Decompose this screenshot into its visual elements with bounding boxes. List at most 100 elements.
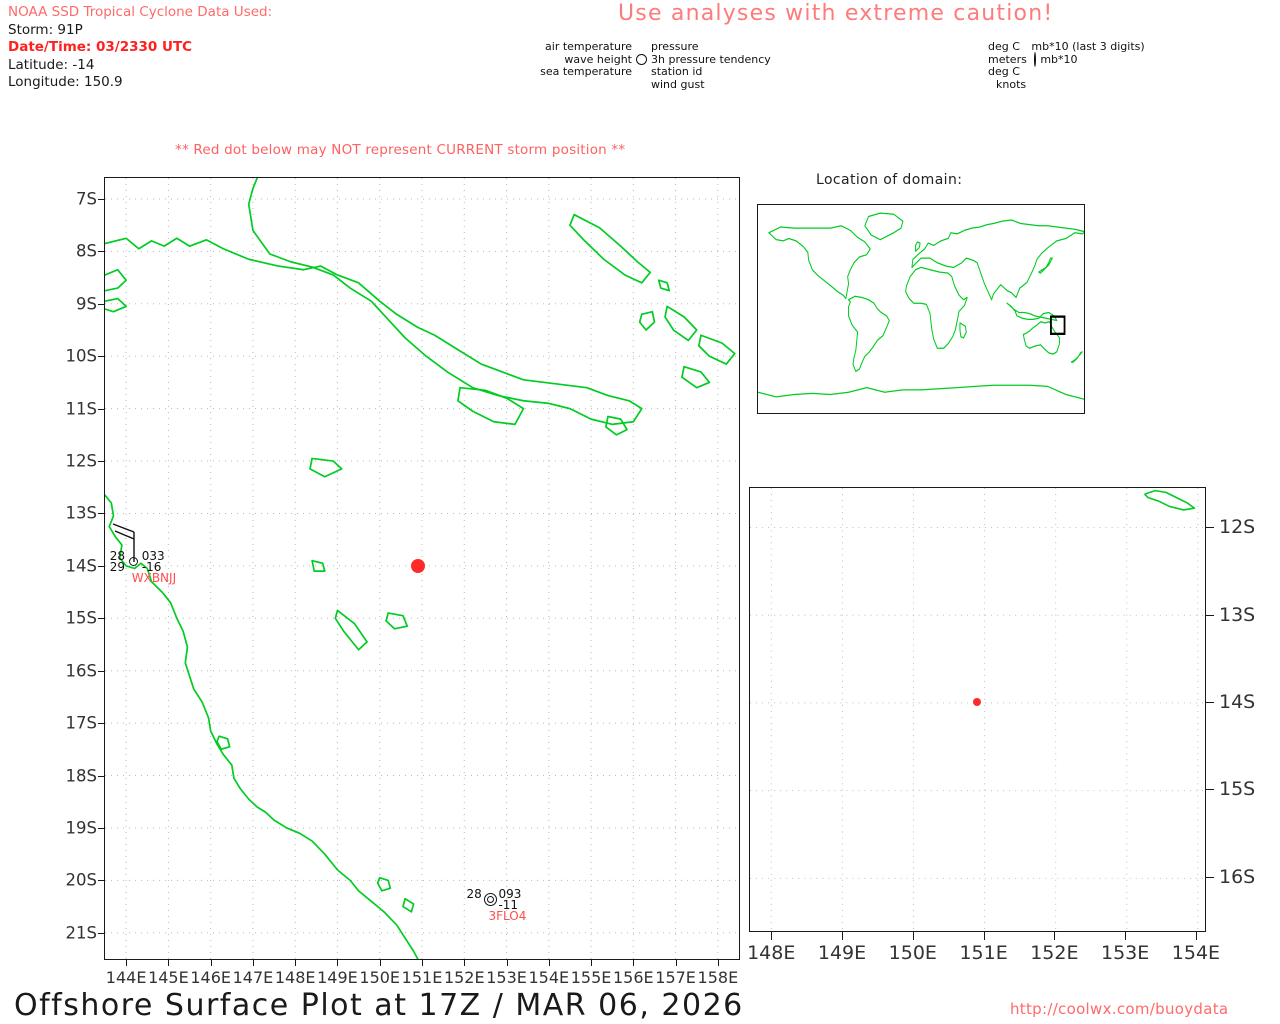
inset-title: Location of domain: bbox=[816, 172, 963, 188]
x-tick bbox=[983, 931, 985, 940]
station-circle-icon bbox=[483, 893, 497, 907]
x-tick-label: 149E bbox=[817, 942, 867, 964]
y-tick bbox=[98, 565, 105, 567]
x-tick-label: 158E bbox=[697, 968, 739, 987]
y-tick-label: 12S bbox=[1219, 516, 1256, 539]
y-tick-label: 15S bbox=[65, 608, 97, 628]
legend-row: air temperature pressure bbox=[520, 40, 771, 54]
x-tick bbox=[252, 959, 254, 966]
station-pressure-tendency: -16 bbox=[141, 559, 162, 574]
x-tick bbox=[912, 931, 914, 940]
legend-right-label: station id bbox=[651, 65, 703, 79]
station-model-legend: air temperature pressure wave height 3h … bbox=[520, 40, 771, 92]
x-tick bbox=[675, 959, 677, 966]
station-circle-icon bbox=[636, 54, 647, 66]
y-tick-label: 16S bbox=[1219, 865, 1256, 888]
x-tick bbox=[591, 959, 593, 966]
x-tick-label: 148E bbox=[747, 942, 796, 964]
y-tick bbox=[98, 461, 105, 463]
world-coastlines bbox=[758, 212, 1084, 400]
main-map-coastlines bbox=[105, 178, 736, 959]
x-tick bbox=[422, 959, 423, 966]
legend-right-label: 3h pressure tendency bbox=[651, 52, 771, 66]
y-tick-label: 20S bbox=[65, 870, 97, 890]
main-map-panel[interactable]: 7S 8S 9S 10S 11S 12S 13S 14S 15S 16S 17S 18S 19S 20S 2… bbox=[66, 177, 740, 987]
x-tick bbox=[717, 959, 719, 966]
legend-row: sea temperature station id bbox=[520, 66, 771, 79]
source-url: http://coolwx.com/buoydata bbox=[1010, 1000, 1229, 1018]
x-tick-label: 152E bbox=[443, 968, 485, 987]
x-tick bbox=[126, 959, 128, 966]
station-sea-temperature: 29 bbox=[109, 559, 126, 574]
storm-position-marker[interactable] bbox=[972, 697, 981, 706]
y-tick bbox=[98, 251, 105, 253]
y-tick bbox=[98, 723, 105, 725]
x-tick-label: 145E bbox=[148, 968, 189, 987]
x-tick-label: 150E bbox=[888, 942, 937, 964]
y-tick bbox=[1205, 789, 1214, 791]
main-map-gridlines bbox=[105, 178, 739, 959]
legend-units-row: deg C bbox=[988, 65, 1145, 79]
x-tick bbox=[464, 959, 466, 966]
latitude-label: Latitude: -14 bbox=[8, 56, 95, 73]
noaa-source-line: NOAA SSD Tropical Cyclone Data Used: bbox=[8, 4, 273, 20]
storm-position-notice: ** Red dot below may NOT represent CURRE… bbox=[175, 142, 626, 158]
legend-unit-right: knots bbox=[996, 77, 1027, 91]
x-tick bbox=[168, 959, 170, 966]
y-tick-label: 14S bbox=[1219, 690, 1256, 713]
x-tick bbox=[548, 959, 550, 966]
legend-right-label: wind gust bbox=[651, 77, 705, 91]
legend-left-label: air temperature bbox=[545, 40, 632, 53]
station-pressure: 093 bbox=[498, 886, 522, 901]
y-tick bbox=[98, 775, 105, 777]
x-tick-label: 147E bbox=[232, 968, 274, 987]
x-tick-label: 151E bbox=[959, 942, 1008, 964]
legend-unit-left: deg C bbox=[988, 65, 1020, 79]
header-info-block: NOAA SSD Tropical Cyclone Data Used: Sto… bbox=[8, 4, 438, 92]
y-tick bbox=[1205, 876, 1214, 878]
x-tick-label: 144E bbox=[105, 968, 147, 987]
y-tick-label: 13S bbox=[65, 503, 97, 523]
x-tick-label: 151E bbox=[401, 968, 443, 987]
x-tick-label: 148E bbox=[274, 968, 316, 987]
y-tick-label: 21S bbox=[65, 923, 97, 943]
x-tick bbox=[633, 959, 635, 966]
y-tick bbox=[98, 303, 105, 305]
storm-label: Storm: 91P bbox=[8, 21, 83, 38]
y-tick-label: 16S bbox=[65, 661, 97, 681]
y-tick-label: 13S bbox=[1219, 603, 1256, 626]
x-tick-label: 155E bbox=[570, 968, 612, 987]
caution-banner: Use analyses with extreme caution! bbox=[618, 1, 1054, 26]
y-tick bbox=[98, 670, 105, 672]
legend-unit-left: meters bbox=[988, 52, 1027, 66]
y-tick-label: 17S bbox=[65, 713, 97, 733]
legend-left-label: wave height bbox=[564, 52, 632, 66]
zoom-map-coastlines bbox=[1144, 489, 1196, 511]
x-tick-label: 149E bbox=[317, 968, 358, 987]
y-tick-label: 15S bbox=[1219, 778, 1256, 801]
y-tick-label: 7S bbox=[76, 189, 97, 209]
y-tick-label: 10S bbox=[65, 346, 97, 366]
storm-position-marker[interactable] bbox=[410, 558, 425, 573]
y-tick bbox=[1205, 614, 1214, 616]
y-tick bbox=[98, 198, 105, 200]
x-tick-label: 157E bbox=[655, 968, 696, 987]
y-tick bbox=[98, 356, 105, 358]
legend-unit-right bbox=[1024, 65, 1028, 78]
x-tick-label: 153E bbox=[486, 968, 527, 987]
legend-unit-left: deg C bbox=[988, 40, 1020, 53]
y-tick-label: 19S bbox=[65, 818, 97, 838]
x-tick bbox=[1195, 931, 1197, 940]
y-tick-label: 18S bbox=[65, 766, 97, 786]
x-tick bbox=[506, 959, 508, 966]
x-tick-label: 153E bbox=[1101, 942, 1150, 964]
y-tick bbox=[98, 513, 105, 515]
x-tick bbox=[295, 959, 297, 966]
legend-row: wind gust bbox=[520, 77, 771, 92]
y-tick bbox=[1205, 701, 1214, 703]
station-id-label: 3FLO4 bbox=[488, 908, 527, 923]
zoom-map-panel[interactable]: 12S 13S 14S 15S 16S 148E 149E 150E 151E 152E 153E 1… bbox=[747, 487, 1255, 964]
x-tick bbox=[771, 931, 773, 940]
world-inset-panel[interactable] bbox=[757, 204, 1085, 414]
legend-right-label: pressure bbox=[651, 40, 699, 53]
